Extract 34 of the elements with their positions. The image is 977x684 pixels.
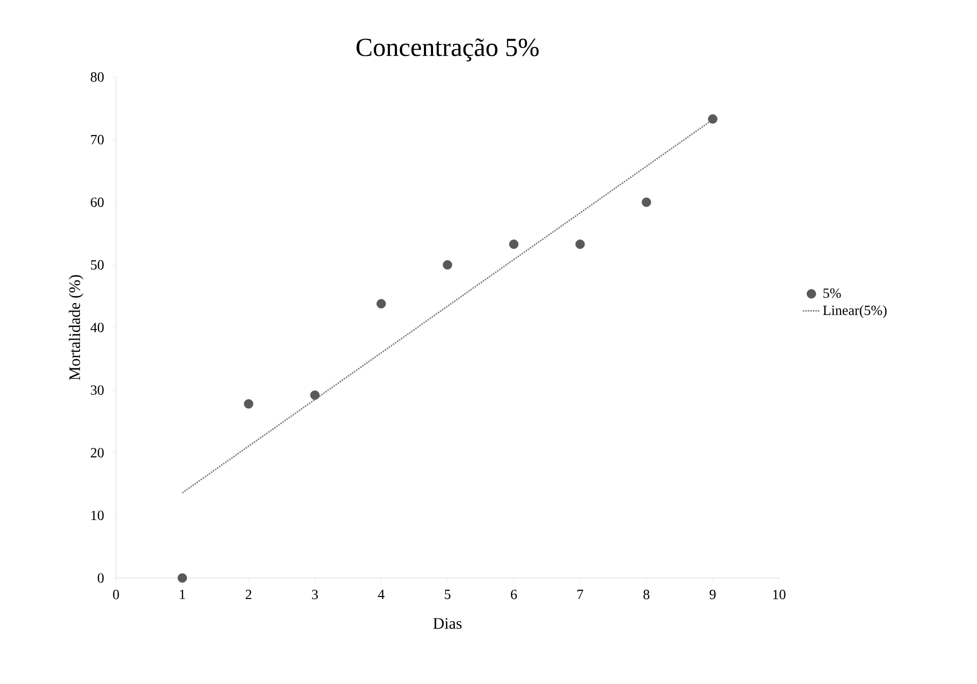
y-tick-label: 80 xyxy=(90,72,104,82)
y-tick-label: 0 xyxy=(98,573,104,583)
point xyxy=(642,198,652,207)
y-tick-label: 50 xyxy=(91,260,104,270)
y-tick-label: 40 xyxy=(90,322,104,332)
point xyxy=(509,240,519,249)
legend-label: Linear(5%) xyxy=(823,305,887,318)
x-tick-label: 5 xyxy=(444,590,450,600)
legend-label: 5% xyxy=(823,288,841,298)
x-tick-label: 2 xyxy=(246,590,252,600)
point xyxy=(708,114,718,124)
x-tick-label: 8 xyxy=(643,590,650,600)
point xyxy=(310,390,320,400)
y-tick-label: 70 xyxy=(91,134,104,144)
point xyxy=(442,260,452,270)
x-tick-label: 4 xyxy=(378,590,384,599)
x-tick-label: 0 xyxy=(113,590,119,600)
point xyxy=(376,298,386,308)
x-tick-label: 7 xyxy=(578,590,584,599)
y-tick-label: 10 xyxy=(91,510,104,520)
point xyxy=(575,240,585,249)
y-tick-label: 30 xyxy=(90,385,104,395)
y-axis-title: Mortalidade (%) xyxy=(68,275,84,380)
point xyxy=(178,573,188,583)
y-tick-label: 60 xyxy=(90,198,104,207)
x-tick-label: 6 xyxy=(510,590,517,600)
y-tick-label: 20 xyxy=(90,448,104,458)
x-tick-label: 10 xyxy=(773,590,786,600)
point xyxy=(244,399,254,409)
x-tick-label: 9 xyxy=(710,590,716,600)
x-tick-label: 1 xyxy=(180,590,185,600)
chart-title: Concentração 5% xyxy=(356,38,539,62)
x-tick-label: 3 xyxy=(312,590,318,600)
x-axis-title: Dias xyxy=(433,618,462,629)
